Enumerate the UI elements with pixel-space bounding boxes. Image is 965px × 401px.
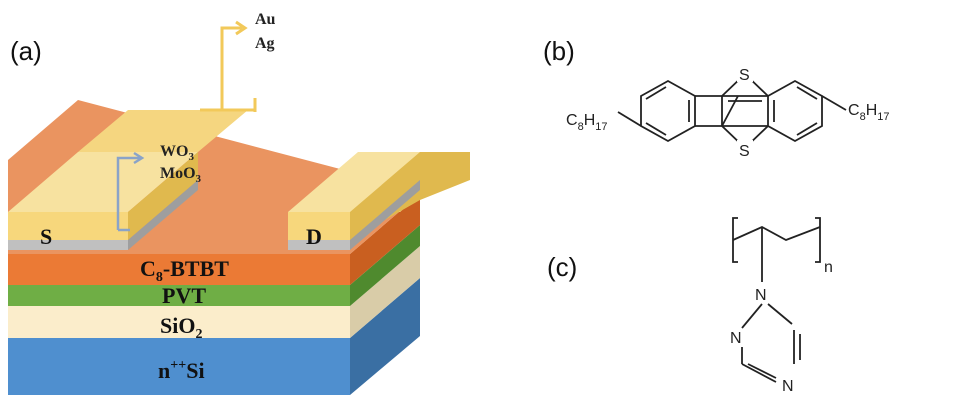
panel-label-b: (b) [543, 36, 575, 66]
oxide-arrow [116, 151, 145, 232]
btbt-sulfur-top: S [739, 67, 750, 84]
pvt-repeat-n: n [824, 259, 833, 276]
metal-label-ag: Ag [255, 35, 275, 52]
panel-label-a: (a) [10, 36, 42, 66]
label-sio2: SiO2 [160, 313, 202, 342]
metal-label-au: Au [255, 11, 276, 28]
oxide-label-moo3: MoO3 [160, 165, 202, 185]
pvt-nitrogen-2: N [730, 330, 742, 347]
substituent-left: C8H17 [566, 112, 608, 133]
layer-si [8, 278, 420, 395]
pvt-nitrogen-4: N [782, 378, 794, 395]
drain-label: D [306, 224, 322, 249]
label-pvt: PVT [162, 283, 206, 308]
source-electrode [8, 110, 248, 250]
molecule-pvt [732, 217, 821, 383]
metal-arrow [200, 20, 257, 112]
molecule-c8-btbt [617, 73, 847, 149]
substituent-right: C8H17 [848, 102, 890, 123]
source-label: S [40, 224, 52, 249]
layer-sio2 [8, 246, 420, 338]
drain-electrode [288, 152, 470, 250]
label-c8-btbt: C8-BTBT [140, 256, 229, 285]
btbt-sulfur-bottom: S [739, 143, 750, 160]
panel-label-c: (c) [547, 252, 577, 282]
layer-pvt [8, 225, 420, 306]
label-n-si: n++Si [158, 358, 205, 383]
oxide-label-wo3: WO3 [160, 143, 194, 163]
pvt-nitrogen-1: N [755, 287, 767, 304]
